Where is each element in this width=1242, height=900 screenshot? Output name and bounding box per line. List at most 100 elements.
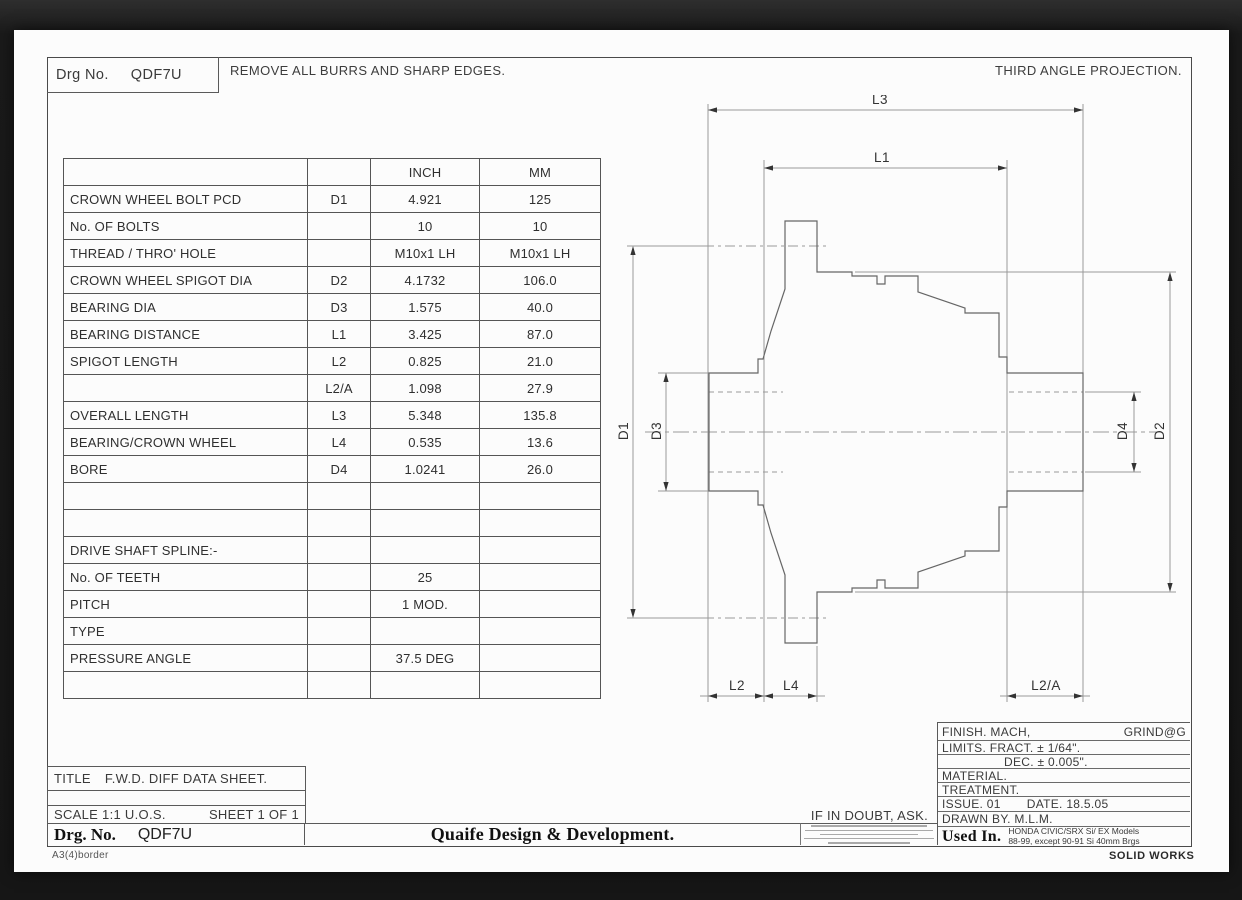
treatment-row: TREATMENT. [938, 783, 1190, 797]
dec-value: DEC. ± 0.005". [1004, 755, 1088, 769]
scale-value: SCALE 1:1 U.O.S. [54, 807, 166, 822]
table-cell: THREAD / THRO' HOLE [63, 239, 308, 267]
company-name: Quaife Design & Development. [430, 824, 675, 844]
table-cell: No. OF TEETH [63, 563, 308, 591]
table-cell [370, 617, 480, 645]
table-cell: 87.0 [479, 320, 601, 348]
table-cell [479, 617, 601, 645]
dim-label-l2: L2 [729, 678, 745, 693]
drawn-by-value: DRAWN BY. M.L.M. [942, 812, 1053, 826]
table-cell [307, 239, 371, 267]
table-cell: 10 [479, 212, 601, 240]
table-row: PITCH 1 MOD. [63, 590, 601, 618]
table-cell [307, 536, 371, 564]
dimension-arrow [1007, 693, 1016, 699]
drg-no-value: QDF7U [130, 66, 182, 83]
table-cell: D3 [307, 293, 371, 321]
used-in-line1: HONDA CIVIC/SRX Si/ EX Models [1008, 827, 1140, 836]
dim-label-l4: L4 [783, 678, 799, 693]
table-cell [307, 671, 371, 699]
data-table-body: INCH MM CROWN WHEEL BOLT PCD D1 4.921 125 No. … [63, 158, 601, 699]
table-cell: 21.0 [479, 347, 601, 375]
table-cell [307, 563, 371, 591]
table-row: OVERALL LENGTH L3 5.348 135.8 [63, 401, 601, 429]
table-row: TYPE [63, 617, 601, 645]
table-cell: 40.0 [479, 293, 601, 321]
table-cell: 5.348 [370, 401, 480, 429]
table-cell: D2 [307, 266, 371, 294]
table-cell [370, 671, 480, 699]
spec-block: FINISH. MACH, GRIND@G LIMITS. FRACT. ± 1… [937, 722, 1190, 845]
table-cell: 1 MOD. [370, 590, 480, 618]
table-cell: 106.0 [479, 266, 601, 294]
drg-no-label: Drg No. [56, 66, 109, 83]
treatment-label: TREATMENT. [942, 783, 1020, 797]
table-cell: L4 [307, 428, 371, 456]
table-cell: 135.8 [479, 401, 601, 429]
table-cell [63, 158, 308, 186]
issue-row: ISSUE. 01 DATE. 18.5.05 [938, 797, 1190, 812]
table-cell: 1.0241 [370, 455, 480, 483]
material-label: MATERIAL. [942, 769, 1008, 783]
finish-row: FINISH. MACH, GRIND@G [938, 723, 1190, 741]
fine-print-line [810, 825, 928, 827]
title-box: TITLE F.W.D. DIFF DATA SHEET. [47, 766, 306, 790]
table-cell [307, 482, 371, 510]
table-cell: 0.535 [370, 428, 480, 456]
sheet-number: SHEET 1 OF 1 [208, 807, 299, 822]
table-cell: L3 [307, 401, 371, 429]
used-in-label: Used In. [942, 827, 1002, 845]
table-cell: BEARING/CROWN WHEEL [63, 428, 308, 456]
dimension-arrow [764, 165, 773, 171]
projection-note: THIRD ANGLE PROJECTION. [995, 63, 1182, 78]
table-cell: M10x1 LH [479, 239, 601, 267]
table-cell: CROWN WHEEL SPIGOT DIA [63, 266, 308, 294]
title-value: F.W.D. DIFF DATA SHEET. [104, 771, 268, 786]
title-label: TITLE [54, 771, 91, 786]
table-cell [479, 536, 601, 564]
dim-label-d1: D1 [616, 422, 631, 440]
table-cell [479, 590, 601, 618]
table-row: PRESSURE ANGLE 37.5 DEG [63, 644, 601, 672]
extension-lines-vertical [707, 104, 1084, 702]
dim-label-d4: D4 [1115, 422, 1130, 440]
table-cell [370, 509, 480, 537]
dim-label-d3: D3 [649, 422, 664, 440]
drg-value-bottom: QDF7U [137, 825, 193, 843]
table-cell [479, 644, 601, 672]
table-cell [370, 536, 480, 564]
table-cell [479, 671, 601, 699]
dim-label-l3: L3 [872, 95, 888, 107]
dimension-arrows [630, 107, 1173, 699]
extension-lines-horizontal [627, 245, 1176, 619]
drawing-sheet: Drg No. QDF7U REMOVE ALL BURRS AND SHARP… [14, 30, 1229, 872]
table-cell: BEARING DISTANCE [63, 320, 308, 348]
table-cell [307, 509, 371, 537]
issue-value: ISSUE. 01 [942, 797, 1001, 811]
table-cell: BEARING DIA [63, 293, 308, 321]
table-row: No. OF TEETH 25 [63, 563, 601, 591]
table-cell: 4.921 [370, 185, 480, 213]
table-cell [307, 617, 371, 645]
sheet-border-frame [47, 57, 1192, 847]
drg-no-cell: Drg. No. QDF7U [47, 823, 305, 845]
table-row: BEARING DISTANCE L1 3.425 87.0 [63, 320, 601, 348]
table-cell: CROWN WHEEL BOLT PCD [63, 185, 308, 213]
material-row: MATERIAL. [938, 769, 1190, 783]
diff-case-outline [708, 220, 1084, 644]
dimension-arrow [663, 373, 669, 382]
dimension-arrow [1167, 583, 1173, 592]
table-cell: DRIVE SHAFT SPLINE:- [63, 536, 308, 564]
used-in-row: Used In. HONDA CIVIC/SRX Si/ EX Models 8… [938, 827, 1190, 846]
table-cell: PRESSURE ANGLE [63, 644, 308, 672]
fine-print-line [805, 829, 933, 832]
table-row [63, 482, 601, 510]
table-cell: L2 [307, 347, 371, 375]
dimension-arrow [663, 482, 669, 491]
table-cell: 13.6 [479, 428, 601, 456]
drawn-by-row: DRAWN BY. M.L.M. [938, 812, 1190, 827]
table-cell: 3.425 [370, 320, 480, 348]
dimension-arrow [1167, 272, 1173, 281]
table-cell [479, 563, 601, 591]
